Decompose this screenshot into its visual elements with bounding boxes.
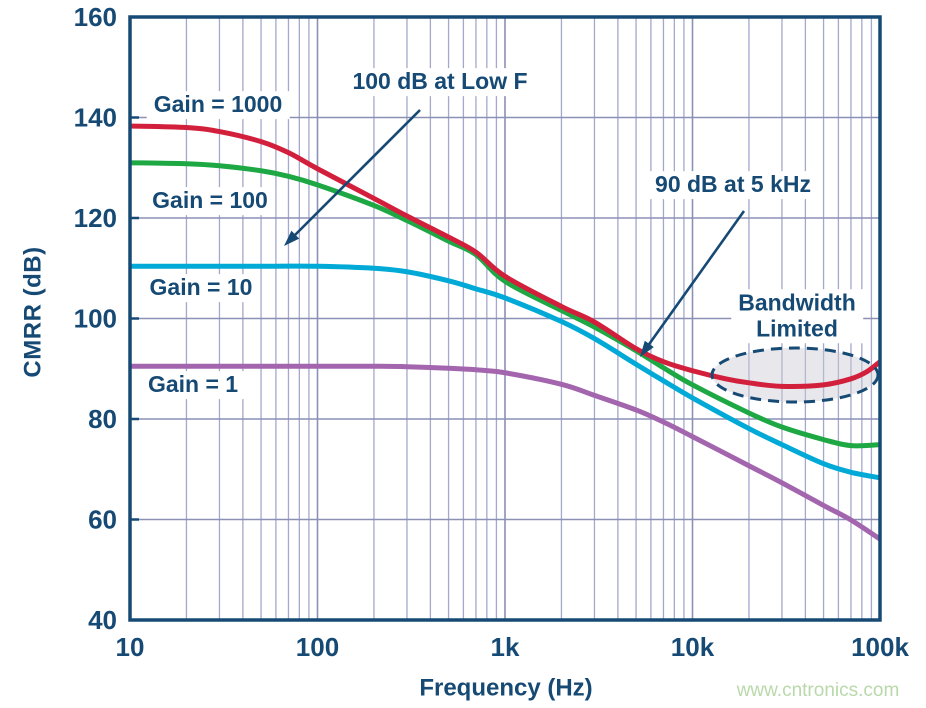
arrow-100db-low-f-line xyxy=(289,109,421,241)
x-tick-label: 100 xyxy=(296,632,339,662)
curve-label-gain-1: Gain = 1 xyxy=(140,371,246,399)
curve-gain-1 xyxy=(130,363,882,542)
y-tick-label: 140 xyxy=(74,103,117,133)
bandwidth-limited-ellipse-fill xyxy=(712,348,878,402)
y-tick-label: 80 xyxy=(88,404,117,434)
arrow-90db-5khz-line xyxy=(644,210,746,351)
y-tick-label: 40 xyxy=(88,605,117,635)
y-axis-title: CMRR (dB) xyxy=(19,246,47,378)
y-tick-label: 120 xyxy=(74,203,117,233)
x-tick-label: 10k xyxy=(671,632,715,662)
curve-gain-1000 xyxy=(129,123,882,389)
curve-label-gain-100: Gain = 100 xyxy=(145,187,275,215)
curve-gain-100 xyxy=(129,160,881,449)
y-tick-label: 100 xyxy=(74,304,117,334)
curve-label-gain-1000: Gain = 1000 xyxy=(146,91,290,119)
x-tick-label: 100k xyxy=(851,632,909,662)
curve-label-gain-10: Gain = 10 xyxy=(142,274,260,302)
bandwidth-limited-ellipse-border xyxy=(710,346,880,404)
annotation-bandwidth-line1: Bandwidth xyxy=(738,289,856,316)
annotation-90db-5khz: 90 dB at 5 kHz xyxy=(648,171,818,199)
arrow-90db-5khz-head xyxy=(640,340,654,357)
x-tick-label: 10 xyxy=(116,632,145,662)
y-tick-label: 160 xyxy=(74,2,117,32)
curve-gain-10 xyxy=(129,263,881,481)
x-tick-label: 1k xyxy=(491,632,520,662)
annotation-bandwidth-line2: Limited xyxy=(756,315,838,341)
annotation-bandwidth-limited: Bandwidth Limited xyxy=(731,289,863,343)
arrow-100db-low-f-head xyxy=(284,230,300,246)
y-tick-label: 60 xyxy=(88,505,117,535)
x-axis-title: Frequency (Hz) xyxy=(419,674,593,702)
annotation-100db-low-f: 100 dB at Low F xyxy=(345,68,535,96)
watermark-text: www.cntronics.com xyxy=(736,680,900,701)
